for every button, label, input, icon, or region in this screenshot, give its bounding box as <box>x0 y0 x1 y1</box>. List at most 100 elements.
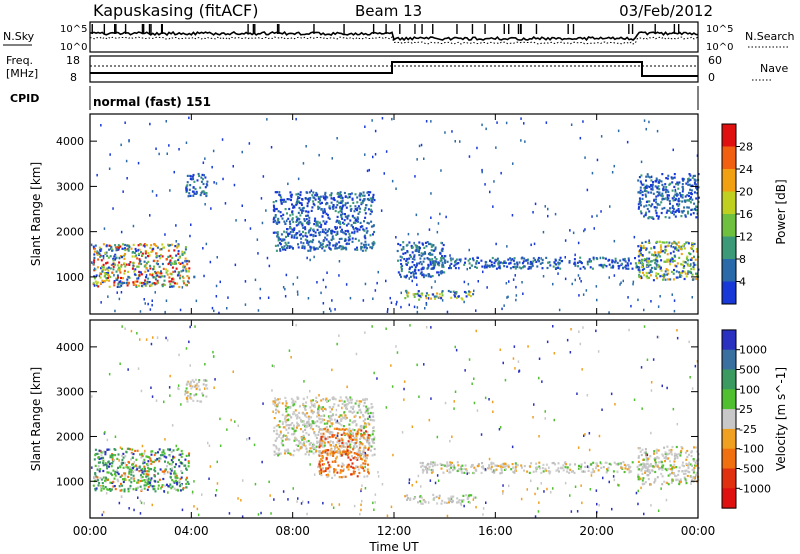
scatter-cell <box>296 396 299 399</box>
scatter-cell <box>97 456 100 459</box>
speckle-cell <box>360 489 362 493</box>
speckle-cell <box>151 299 153 302</box>
scatter-cell <box>652 279 655 282</box>
scatter-cell <box>696 188 698 191</box>
speckle-cell <box>118 501 121 505</box>
scatter-cell <box>299 193 302 197</box>
scatter-cell <box>408 241 411 244</box>
speckle-cell <box>547 214 549 218</box>
scatter-cell <box>192 190 195 193</box>
scatter-cell <box>97 251 100 254</box>
scatter-cell <box>411 261 414 264</box>
scatter-cell <box>170 280 173 283</box>
scatter-cell <box>142 462 145 465</box>
scatter-cell <box>671 242 674 245</box>
speckle-cell <box>391 179 394 183</box>
scatter-cell <box>414 496 417 499</box>
scatter-cell <box>527 258 529 261</box>
scatter-cell <box>643 205 646 208</box>
scatter-cell <box>657 272 660 276</box>
scatter-cell <box>582 265 585 269</box>
scatter-cell <box>348 423 351 426</box>
scatter-cell <box>458 258 461 261</box>
scatter-cell <box>641 193 644 197</box>
speckle-cell <box>249 227 252 230</box>
scatter-cell <box>132 261 135 265</box>
speckle-cell <box>235 219 237 222</box>
scatter-cell <box>309 447 312 450</box>
scatter-cell <box>333 452 336 455</box>
power-ylabel: Slant Range [km] <box>29 162 43 266</box>
scatter-cell <box>317 433 320 436</box>
scatter-cell <box>537 258 540 261</box>
scatter-cell <box>132 477 135 480</box>
speckle-cell <box>109 153 111 156</box>
scatter-cell <box>350 473 353 476</box>
scatter-cell <box>447 497 450 500</box>
speckle-cell <box>652 358 655 361</box>
scatter-cell <box>674 190 677 193</box>
scatter-cell <box>438 293 441 296</box>
scatter-cell <box>449 464 452 467</box>
scatter-cell <box>684 469 687 472</box>
speckle-cell <box>530 243 532 247</box>
scatter-cell <box>128 263 131 266</box>
scatter-cell <box>312 442 315 445</box>
scatter-cell <box>182 264 185 267</box>
scatter-cell <box>694 263 697 266</box>
scatter-cell <box>289 214 292 217</box>
scatter-cell <box>290 245 293 248</box>
scatter-cell <box>532 470 535 473</box>
scatter-cell <box>324 469 327 472</box>
speckle-cell <box>254 278 257 282</box>
scatter-cell <box>687 191 690 194</box>
scatter-cell <box>274 401 277 404</box>
scatter-cell <box>319 466 322 469</box>
scatter-cell <box>136 277 139 280</box>
scatter-cell <box>673 457 676 460</box>
scatter-cell <box>586 263 589 266</box>
scatter-cell <box>640 469 643 472</box>
speckle-cell <box>595 489 598 492</box>
scatter-cell <box>360 242 363 245</box>
scatter-cell <box>308 198 311 201</box>
scatter-cell <box>351 231 354 234</box>
scatter-cell <box>294 429 297 432</box>
scatter-cell <box>306 235 309 238</box>
scatter-cell <box>135 285 138 288</box>
scatter-cell <box>558 470 560 473</box>
speckle-cell <box>473 289 475 293</box>
scatter-cell <box>339 191 342 194</box>
scatter-cell <box>661 250 664 253</box>
scatter-cell <box>323 422 326 425</box>
scatter-cell <box>659 467 662 470</box>
scatter-cell <box>191 175 194 178</box>
scatter-cell <box>356 451 358 454</box>
speckle-cell <box>364 282 367 286</box>
scatter-cell <box>203 379 206 382</box>
scatter-cell <box>134 247 137 251</box>
speckle-cell <box>451 130 453 133</box>
scatter-cell <box>132 281 135 284</box>
scatter-cell <box>427 294 430 297</box>
speckle-cell <box>189 364 191 367</box>
scatter-cell <box>129 448 131 451</box>
scatter-cell <box>169 468 172 471</box>
scatter-cell <box>547 470 550 473</box>
speckle-cell <box>415 480 418 484</box>
scatter-cell <box>346 451 349 454</box>
scatter-cell <box>423 465 426 468</box>
scatter-cell <box>645 259 648 262</box>
speckle-cell <box>400 305 402 309</box>
speckle-cell <box>576 510 579 513</box>
scatter-cell <box>676 203 678 206</box>
scatter-cell <box>109 255 112 258</box>
scatter-cell <box>427 266 430 269</box>
speckle-cell <box>139 499 142 503</box>
scatter-cell <box>328 398 331 402</box>
speckle-cell <box>306 256 308 260</box>
scatter-cell <box>339 418 342 421</box>
scatter-cell <box>493 261 496 264</box>
scatter-cell <box>132 462 135 466</box>
scatter-cell <box>319 202 322 205</box>
